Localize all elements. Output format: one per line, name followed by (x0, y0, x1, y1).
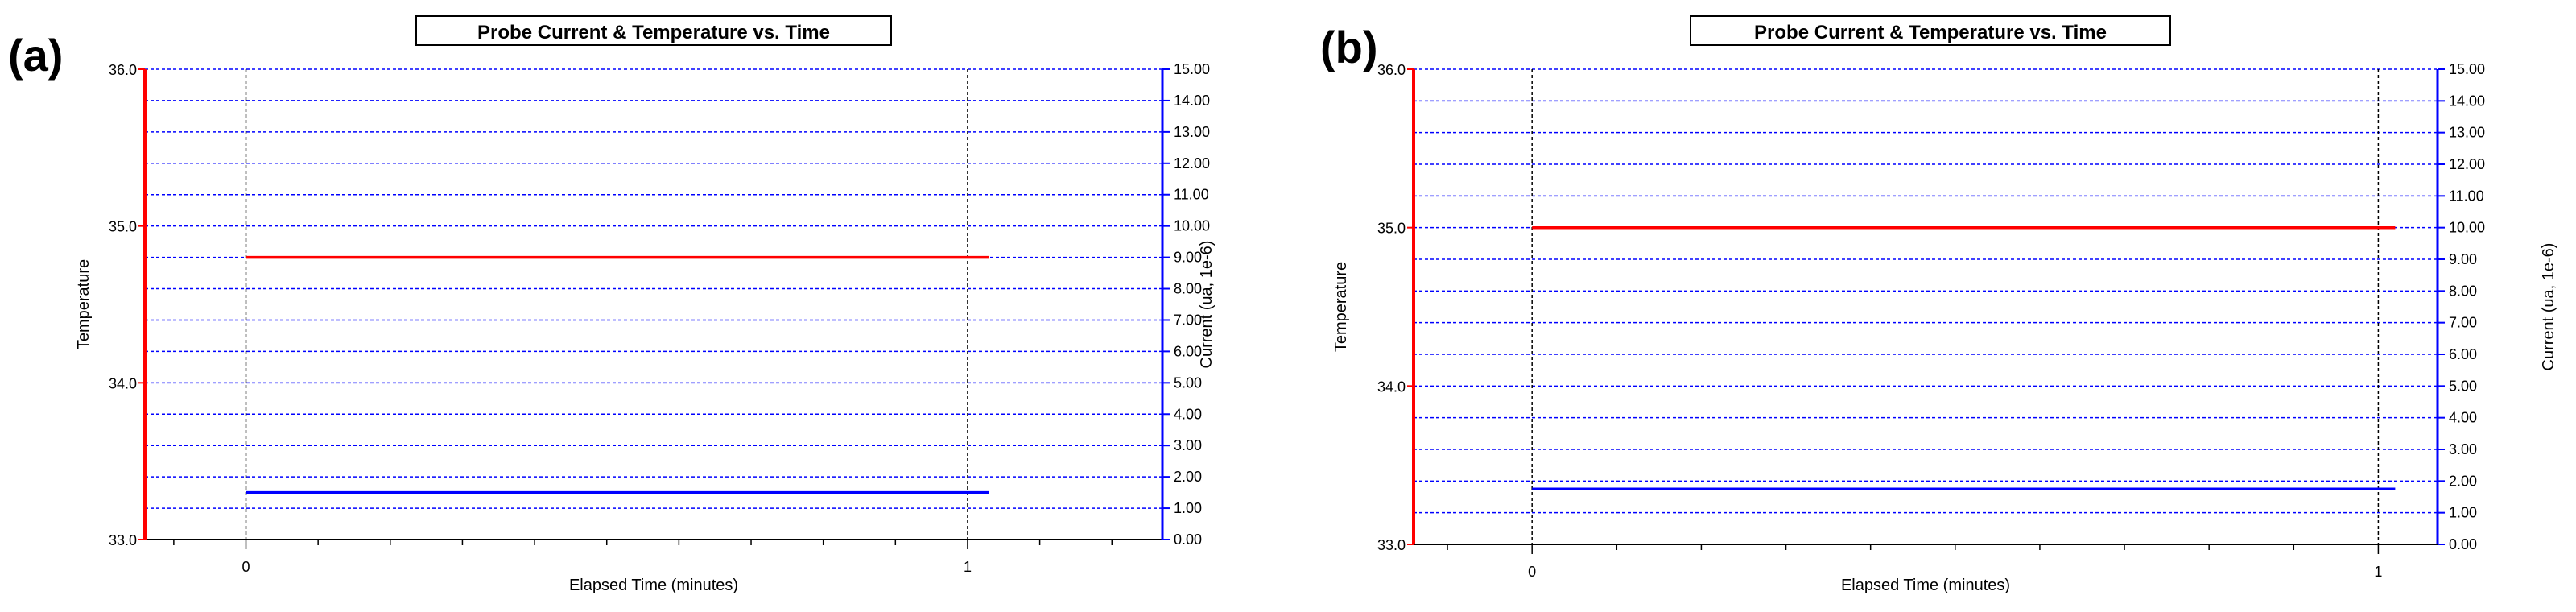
y-right-tick-label: 9.00 (2449, 251, 2477, 267)
y-right-tick-label: 10.00 (1174, 218, 1210, 234)
y-axis-left-title: Temperature (75, 259, 93, 349)
y-right-tick-label: 5.00 (2449, 378, 2477, 394)
y-left-tick-label: 33.0 (109, 532, 137, 548)
panel-label-b: (b) (1320, 22, 1378, 72)
y-left-tick-label: 36.0 (109, 62, 137, 78)
y-left-tick-label: 34.0 (1377, 378, 1406, 395)
panel-label-a: (a) (8, 30, 63, 81)
chart-panel-a: (a) Probe Current & Temperature vs. Time… (8, 15, 1216, 594)
x-tick-label: 0 (242, 559, 250, 575)
chart-title-box-a (415, 15, 892, 46)
y-axis-right-title: Current (ua, 1e-6) (2540, 243, 2557, 371)
chart-title-a: Probe Current & Temperature vs. Time (477, 22, 830, 43)
y-right-tick-label: 0.00 (1174, 531, 1202, 548)
y-right-tick-label: 14.00 (2449, 93, 2485, 109)
x-tick-label: 1 (2374, 564, 2382, 580)
chart-title-group-a: Probe Current & Temperature vs. Time (415, 15, 892, 46)
y-right-tick-label: 11.00 (1174, 187, 1209, 203)
x-tick-label: 1 (964, 559, 972, 575)
y-right-tick-label: 8.00 (2449, 283, 2477, 299)
x-axis-title: Elapsed Time (minutes) (569, 577, 738, 594)
x-tick-label: 0 (1528, 564, 1536, 580)
y-right-tick-label: 0.00 (2449, 536, 2477, 552)
y-right-tick-label: 15.00 (1174, 61, 1210, 77)
chart-svg-a: (a) Probe Current & Temperature vs. Time… (8, 15, 1216, 594)
chart-title-box-b (1690, 15, 2171, 46)
y-left-tick-label: 35.0 (1377, 221, 1406, 237)
y-axis-left-title: Temperature (1332, 262, 1350, 352)
y-right-tick-label: 1.00 (2449, 505, 2477, 521)
y-right-tick-label: 14.00 (1174, 93, 1210, 109)
y-right-tick-label: 15.00 (2449, 61, 2485, 77)
y-right-tick-label: 3.00 (1174, 437, 1202, 453)
y-axis-right-title: Current (ua, 1e-6) (1198, 241, 1216, 369)
y-right-tick-label: 12.00 (2449, 156, 2485, 172)
chart-svg-b: (b) Probe Current & Temperature vs. Time… (1320, 15, 2557, 594)
y-right-tick-label: 4.00 (1174, 406, 1202, 422)
y-right-tick-label: 13.00 (2449, 125, 2485, 141)
y-right-tick-label: 6.00 (1174, 343, 1202, 359)
y-right-tick-label: 2.00 (2449, 473, 2477, 489)
y-right-tick-label: 10.00 (2449, 220, 2485, 236)
y-right-tick-label: 12.00 (1174, 155, 1210, 172)
y-left-tick-label: 35.0 (109, 219, 137, 235)
y-right-tick-label: 1.00 (1174, 500, 1202, 516)
y-right-tick-label: 13.00 (1174, 124, 1210, 140)
y-right-tick-label: 5.00 (1174, 374, 1202, 391)
y-left-tick-label: 34.0 (109, 375, 137, 391)
y-right-tick-label: 7.00 (2449, 315, 2477, 331)
y-right-tick-label: 7.00 (1174, 312, 1202, 328)
x-axis-title: Elapsed Time (minutes) (1841, 577, 2010, 594)
y-right-tick-label: 8.00 (1174, 281, 1202, 297)
grid-a (145, 68, 1162, 540)
y-right-tick-label: 3.00 (2449, 441, 2477, 457)
y-right-tick-label: 9.00 (1174, 250, 1202, 266)
chart-title-group-b: Probe Current & Temperature vs. Time (1690, 15, 2171, 46)
y-left-tick-label: 33.0 (1377, 537, 1406, 553)
y-right-tick-label: 4.00 (2449, 410, 2477, 426)
chart-panel-b: (b) Probe Current & Temperature vs. Time… (1288, 0, 2576, 612)
y-right-tick-label: 11.00 (2449, 188, 2484, 204)
grid-b (1414, 68, 2438, 545)
y-right-tick-label: 6.00 (2449, 346, 2477, 362)
y-left-tick-label: 36.0 (1377, 62, 1406, 78)
y-right-tick-label: 2.00 (1174, 469, 1202, 485)
chart-title-b: Probe Current & Temperature vs. Time (1754, 22, 2107, 43)
